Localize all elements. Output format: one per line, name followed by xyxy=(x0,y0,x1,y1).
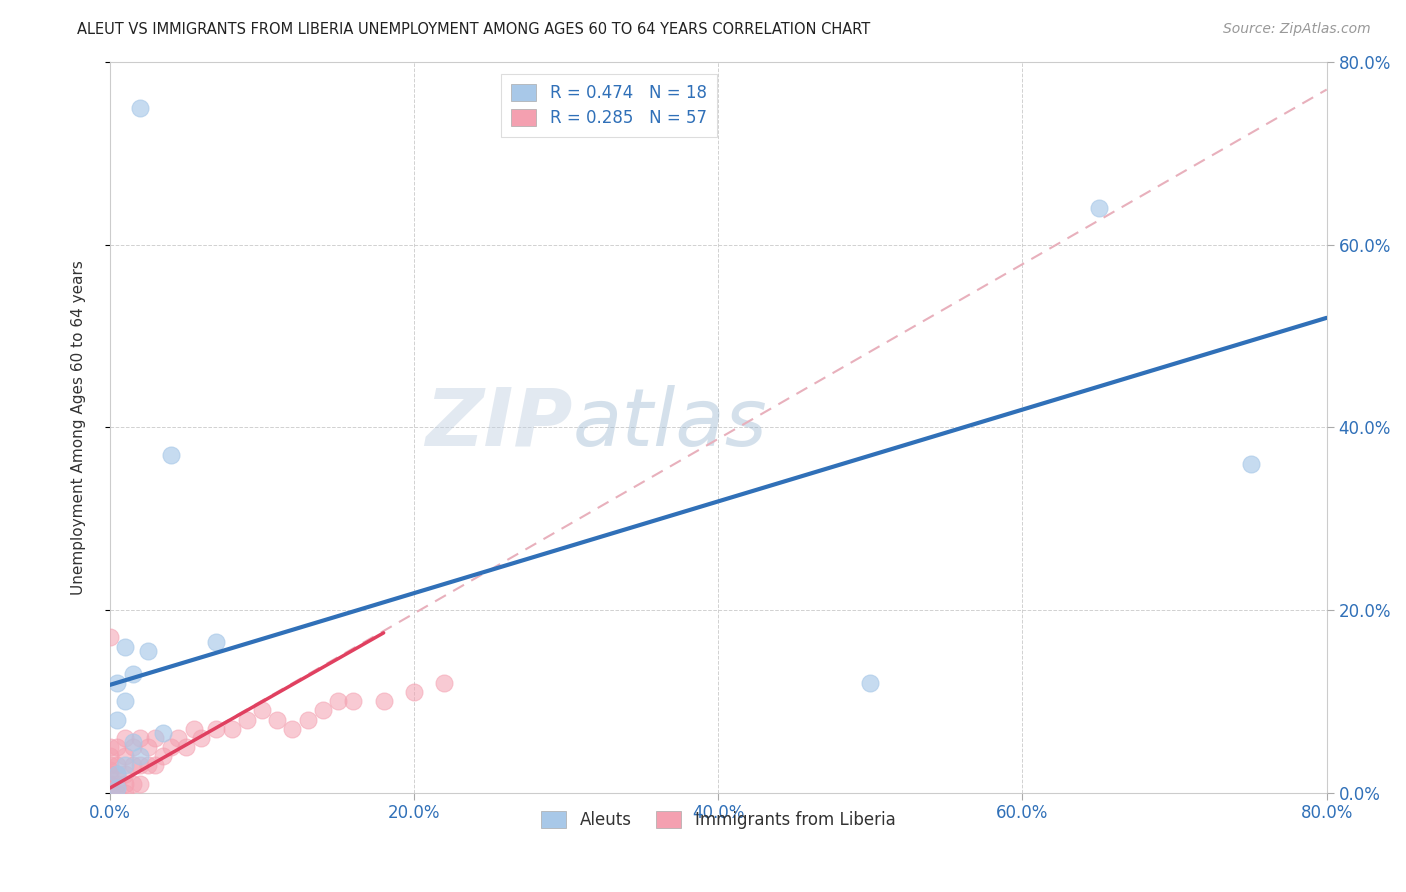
Point xyxy=(129,749,152,764)
Point xyxy=(152,726,174,740)
Point xyxy=(136,758,159,772)
Point xyxy=(297,713,319,727)
Point xyxy=(107,781,129,796)
Point xyxy=(183,722,205,736)
Point xyxy=(107,767,129,781)
Text: ZIP: ZIP xyxy=(425,384,572,463)
Point xyxy=(129,101,152,115)
Text: Source: ZipAtlas.com: Source: ZipAtlas.com xyxy=(1223,22,1371,37)
Point xyxy=(221,722,243,736)
Point xyxy=(98,631,121,645)
Point xyxy=(433,676,456,690)
Point xyxy=(121,758,143,772)
Point xyxy=(114,758,136,772)
Point xyxy=(98,767,121,781)
Point xyxy=(107,776,129,790)
Point xyxy=(136,739,159,754)
Point xyxy=(114,731,136,745)
Point xyxy=(107,739,129,754)
Point xyxy=(1240,457,1263,471)
Point xyxy=(114,640,136,654)
Y-axis label: Unemployment Among Ages 60 to 64 years: Unemployment Among Ages 60 to 64 years xyxy=(72,260,86,595)
Point xyxy=(373,694,395,708)
Point xyxy=(250,703,273,717)
Point xyxy=(114,749,136,764)
Point xyxy=(114,776,136,790)
Point xyxy=(152,749,174,764)
Point xyxy=(129,758,152,772)
Point xyxy=(174,739,197,754)
Point xyxy=(98,749,121,764)
Point xyxy=(136,644,159,658)
Point xyxy=(98,786,121,800)
Point xyxy=(98,786,121,800)
Point xyxy=(107,713,129,727)
Point xyxy=(98,786,121,800)
Point xyxy=(98,786,121,800)
Point xyxy=(342,694,364,708)
Text: atlas: atlas xyxy=(572,384,768,463)
Point xyxy=(205,635,228,649)
Point xyxy=(235,713,257,727)
Point xyxy=(114,767,136,781)
Point xyxy=(98,786,121,800)
Point xyxy=(98,739,121,754)
Point xyxy=(107,676,129,690)
Point xyxy=(121,776,143,790)
Legend: Aleuts, Immigrants from Liberia: Aleuts, Immigrants from Liberia xyxy=(534,804,903,836)
Point xyxy=(121,735,143,749)
Point xyxy=(107,767,129,781)
Point xyxy=(129,776,152,790)
Point xyxy=(281,722,304,736)
Point xyxy=(859,676,882,690)
Text: ALEUT VS IMMIGRANTS FROM LIBERIA UNEMPLOYMENT AMONG AGES 60 TO 64 YEARS CORRELAT: ALEUT VS IMMIGRANTS FROM LIBERIA UNEMPLO… xyxy=(77,22,870,37)
Point xyxy=(159,448,181,462)
Point xyxy=(114,786,136,800)
Point xyxy=(98,776,121,790)
Point xyxy=(312,703,335,717)
Point xyxy=(167,731,190,745)
Point xyxy=(145,758,167,772)
Point xyxy=(98,786,121,800)
Point xyxy=(121,667,143,681)
Point xyxy=(114,694,136,708)
Point xyxy=(107,786,129,800)
Point xyxy=(326,694,349,708)
Point xyxy=(107,758,129,772)
Point xyxy=(129,731,152,745)
Point xyxy=(266,713,288,727)
Point xyxy=(190,731,212,745)
Point xyxy=(98,776,121,790)
Point xyxy=(98,786,121,800)
Point xyxy=(205,722,228,736)
Point xyxy=(98,786,121,800)
Point xyxy=(98,786,121,800)
Point xyxy=(98,786,121,800)
Point xyxy=(98,758,121,772)
Point xyxy=(121,739,143,754)
Point xyxy=(159,739,181,754)
Point xyxy=(1087,201,1109,215)
Point xyxy=(402,685,425,699)
Point xyxy=(98,763,121,777)
Point xyxy=(145,731,167,745)
